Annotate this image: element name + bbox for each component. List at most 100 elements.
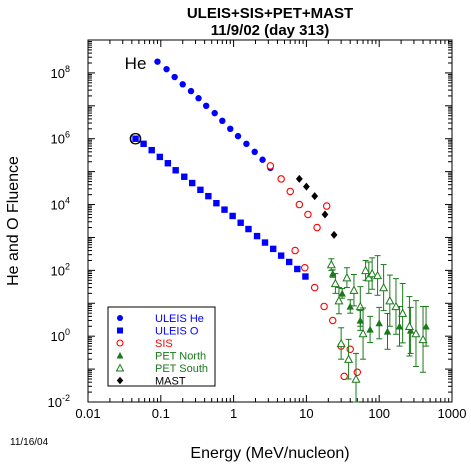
data-point (243, 140, 250, 148)
date-stamp: 11/16/04 (10, 437, 49, 448)
axis-ticks (87, 39, 453, 403)
x-tick-label: 1 (230, 406, 237, 421)
data-point (171, 73, 178, 81)
data-point (344, 354, 354, 363)
legend-label: ULEIS O (155, 326, 199, 338)
legend-marker (116, 339, 124, 347)
data-point (189, 179, 196, 187)
data-point (295, 200, 304, 209)
plot-frame (87, 39, 453, 403)
data-point (211, 109, 218, 117)
data-point (361, 265, 371, 275)
data-point (406, 326, 415, 334)
legend-marker (117, 327, 123, 334)
data-point (322, 202, 331, 210)
data-point (338, 289, 346, 297)
x-tick-label: 10 (299, 406, 313, 421)
y-tick-label: 106 (51, 130, 70, 147)
legend-label: PET North (155, 351, 206, 363)
legend-marker (116, 352, 124, 359)
data-point (197, 186, 204, 194)
legend-label: SIS (155, 338, 173, 350)
data-point (304, 210, 312, 219)
data-point (328, 316, 337, 325)
data-point (187, 87, 195, 95)
data-point (391, 301, 401, 311)
x-tick-label: 0.01 (75, 406, 100, 421)
data-point (172, 167, 179, 174)
data-point (253, 232, 261, 240)
data-point (349, 285, 359, 294)
data-point (164, 160, 172, 167)
data-point (373, 270, 383, 280)
legend-label: MAST (155, 376, 186, 388)
x-tick-label: 0.1 (152, 406, 170, 421)
series-pet-north (329, 269, 430, 354)
data-point (351, 374, 361, 383)
data-point (156, 153, 164, 161)
data-point (311, 192, 319, 201)
data-point (375, 319, 383, 327)
data-point (367, 268, 377, 278)
data-point (404, 321, 414, 330)
data-point (418, 334, 428, 344)
data-point (132, 135, 139, 142)
data-point (321, 210, 329, 219)
series-pet-south (326, 255, 428, 403)
data-point (398, 308, 408, 317)
data-point (330, 278, 340, 288)
data-point (313, 223, 321, 232)
chart-title: ULEIS+SIS+PET+MAST (187, 5, 353, 22)
y-tick-label: 102 (51, 261, 70, 278)
data-point (277, 175, 285, 183)
chart-subtitle: 11/9/02 (day 313) (211, 22, 329, 39)
axis-tick-labels: 0.01 0.1 1 10 100 1000 10-2 100 102 104 106 108 (48, 64, 467, 421)
data-point (195, 95, 202, 102)
data-point (234, 132, 242, 140)
data-point (291, 246, 299, 255)
data-point (140, 140, 147, 148)
data-point (336, 338, 346, 348)
series-annotations: HeO (125, 54, 147, 149)
data-point (245, 225, 252, 233)
data-point (259, 156, 266, 163)
data-point (302, 273, 309, 280)
data-point (227, 125, 234, 133)
legend-marker (116, 376, 124, 385)
data-point (395, 322, 404, 330)
data-point (330, 230, 338, 239)
data-point (277, 252, 285, 259)
data-point (342, 272, 352, 282)
data-point (270, 245, 277, 253)
data-point (366, 325, 374, 333)
data-point (221, 206, 228, 213)
data-point (266, 162, 275, 170)
legend-label: ULEIS He (155, 313, 204, 325)
series-annotation: He (125, 54, 147, 73)
data-point (422, 322, 430, 330)
legend-marker (117, 315, 123, 321)
y-tick-label: 10-2 (48, 393, 70, 410)
data-point (148, 146, 155, 154)
data-point (205, 192, 212, 200)
data-point (346, 345, 354, 354)
data-point (310, 283, 319, 292)
data-point (285, 258, 293, 266)
data-point (411, 328, 421, 338)
x-tick-label: 100 (368, 406, 390, 421)
data-point (179, 81, 186, 88)
y-axis-label: He and O Fluence (5, 156, 22, 286)
legend-label: PET South (155, 363, 208, 375)
data-point (295, 174, 303, 183)
data-point (294, 265, 301, 273)
data-point (358, 328, 368, 338)
data-point (353, 368, 362, 377)
data-point (213, 199, 220, 207)
series-uleis-he (154, 58, 274, 172)
data-point (261, 239, 269, 246)
series-uleis-o (132, 135, 309, 280)
data-point (219, 117, 226, 125)
y-tick-label: 100 (51, 327, 70, 344)
data-marks (132, 58, 430, 403)
